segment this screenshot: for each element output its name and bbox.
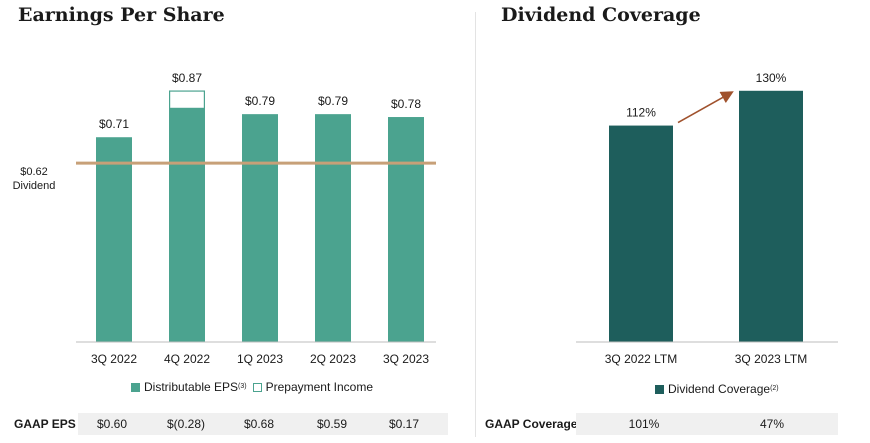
coverage-x-tick-label: 3Q 2023 LTM	[735, 352, 807, 366]
eps-x-tick-label: 2Q 2023	[310, 352, 356, 366]
coverage-data-label: 130%	[756, 71, 787, 85]
gaap-eps-value: $0.68	[243, 417, 275, 431]
legend-coverage-footnote: (2)	[770, 384, 779, 392]
legend-coverage-label: Dividend Coverage	[668, 382, 771, 396]
dividend-coverage-bar	[739, 90, 803, 342]
distributable-eps-bar	[315, 114, 351, 342]
gaap-coverage-label: GAAP Coverage	[485, 417, 578, 431]
gaap-eps-row: GAAP EPS $0.60 $(0.28) $0.68 $0.59 $0.17	[0, 413, 470, 435]
panel-divider	[475, 12, 476, 437]
coverage-legend: Dividend Coverage (2)	[655, 382, 779, 396]
gaap-eps-band	[78, 413, 448, 435]
distributable-eps-bar	[169, 108, 205, 343]
gaap-eps-value: $0.60	[96, 417, 128, 431]
coverage-chart: 112% 3Q 2022 LTM 130% 3Q 2023 LTM	[576, 71, 838, 366]
coverage-data-label: 112%	[626, 106, 656, 120]
coverage-x-tick-label: 3Q 2022 LTM	[605, 352, 677, 366]
eps-chart: $0.62 Dividend $0.71 3Q 2022 $0.87 4Q 2022 $…	[13, 71, 436, 366]
legend-distributable-label: Distributable EPS	[144, 380, 239, 394]
eps-data-label: $0.79	[318, 94, 348, 108]
distributable-eps-bar	[242, 114, 278, 342]
eps-x-tick-label: 3Q 2023	[383, 352, 429, 366]
coverage-swatch	[655, 384, 664, 394]
legend-prepayment-label: Prepayment Income	[265, 380, 373, 394]
eps-data-label: $0.79	[245, 94, 275, 108]
eps-data-label: $0.78	[391, 97, 421, 111]
gaap-eps-value: $(0.28)	[166, 417, 206, 431]
gaap-coverage-value: 47%	[759, 417, 785, 431]
prepayment-swatch	[252, 382, 262, 392]
gaap-coverage-value: 101%	[628, 417, 660, 431]
distributable-eps-bar	[388, 117, 424, 342]
gaap-eps-value: $0.59	[316, 417, 348, 431]
dividend-value-label: $0.62	[20, 166, 48, 178]
coverage-chart-title: Dividend Coverage	[501, 4, 701, 26]
growth-arrow	[677, 91, 734, 124]
eps-data-label: $0.71	[99, 117, 129, 131]
dividend-text-label: Dividend	[13, 180, 56, 192]
eps-x-tick-label: 4Q 2022	[164, 352, 210, 366]
eps-legend: Distributable EPS (3) Prepayment Income	[131, 380, 373, 394]
gaap-eps-value: $0.17	[388, 417, 420, 431]
eps-data-label: $0.87	[172, 71, 202, 85]
gaap-coverage-band	[576, 413, 838, 435]
dividend-coverage-bar	[609, 125, 673, 342]
eps-x-tick-label: 3Q 2022	[91, 352, 137, 366]
prepayment-income-bar	[169, 90, 206, 109]
gaap-eps-label: GAAP EPS	[14, 417, 76, 431]
gaap-coverage-row: GAAP Coverage 101% 47%	[480, 413, 870, 435]
eps-x-tick-label: 1Q 2023	[237, 352, 283, 366]
legend-distributable-footnote: (3)	[238, 382, 247, 390]
eps-chart-title: Earnings Per Share	[18, 4, 225, 26]
distributable-eps-bar	[96, 137, 132, 342]
distributable-swatch	[131, 382, 140, 392]
